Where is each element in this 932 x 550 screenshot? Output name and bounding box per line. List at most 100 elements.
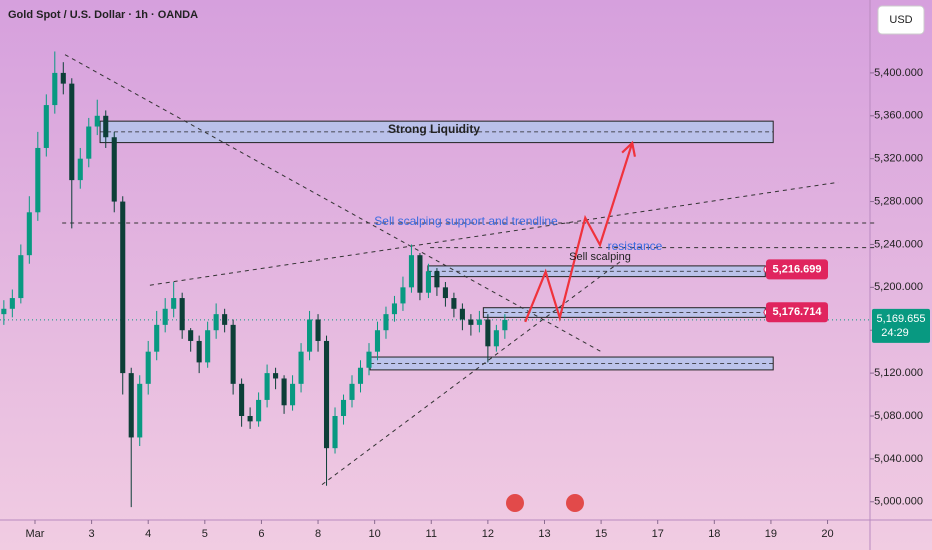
candle-body [111,137,117,202]
chart-title: Gold Spot / U.S. Dollar · 1h · OANDA [8,9,198,21]
candle-body [213,314,219,331]
candle-body [451,298,457,309]
candle-body [468,319,474,325]
x-tick-label: 20 [821,528,833,540]
candle-body [298,351,304,384]
x-tick-label: 12 [482,528,494,540]
event-icon[interactable] [506,494,524,512]
currency-button[interactable] [877,5,925,35]
candle-body [1,308,7,315]
trendline [321,261,621,486]
candle-body [256,399,262,422]
candle-body [417,255,423,293]
candle-body [493,330,499,347]
candle-body [476,319,482,325]
x-tick-label: Mar [26,528,45,540]
candle-body [52,72,58,106]
x-tick-label: 11 [426,528,437,540]
candle-body [290,383,296,406]
annotation: Sell scalping support and trendline [374,214,558,228]
price-label: 5,216.699 [773,263,822,275]
annotation: resistance [608,239,663,253]
candle-body [315,319,321,341]
candle-body [60,72,66,84]
candle-body [188,330,194,341]
candle-body [307,319,313,352]
plot: 5,000.000 5,040.000 5,080.000 5,120.000 5,16… [0,51,923,540]
candle-body [400,287,406,304]
x-tick-label: 10 [369,528,381,540]
y-tick-label: 5,320.000 [874,153,923,165]
candle-body [171,298,177,309]
price-label-box [766,259,828,280]
candle-body [77,158,83,181]
candle-body [222,314,228,325]
candle-body [18,255,24,299]
x-tick-label: 4 [145,528,151,540]
candle-body [434,271,440,288]
trendline [64,54,602,353]
candle-body [442,287,448,299]
candle-body [179,298,185,331]
candle-body [9,298,15,309]
candle-body [247,416,253,422]
candle-body [323,340,330,449]
candle-body [408,255,414,288]
x-tick-label: 5 [202,528,208,540]
last-price-box [872,308,930,343]
candle-body [35,147,41,213]
annotation: Strong Liquidity [388,122,480,136]
y-tick-label: 5,120.000 [874,367,923,379]
candle-body [230,324,236,384]
candle-body [239,383,245,416]
candle-body [459,308,465,320]
candle-body [86,126,92,159]
y-tick-label: 5,240.000 [874,238,923,250]
y-tick-label: 5,360.000 [874,110,923,122]
candle-body [273,373,279,379]
candle-body [128,373,134,438]
candle-body [103,115,109,138]
x-tick-label: 6 [258,528,264,540]
candle-body [137,383,143,438]
zone [369,356,774,371]
candle-body [485,319,491,347]
x-tick-label: 13 [538,528,550,540]
candle-body [162,308,168,325]
y-tick-label: 5,000.000 [874,496,923,508]
candle-body [94,115,100,127]
candle-body [120,201,126,374]
countdown: 24:29 [881,327,909,339]
x-tick-label: 19 [765,528,777,540]
y-tick-label: 5,200.000 [874,281,923,293]
candle-body [332,416,338,449]
candle-body [374,330,381,352]
candle-body [425,271,431,293]
candle-body [26,212,32,256]
candle-body [205,330,211,363]
candle-body [502,319,508,331]
arrow-head [621,140,637,157]
last-price-label: 5,169.655 [877,313,926,325]
candle-body [340,399,347,416]
x-tick-label: 15 [595,528,607,540]
y-tick-label: 5,040.000 [874,453,923,465]
candle-body [391,303,398,315]
event-icon[interactable] [566,494,584,512]
y-tick-label: 5,080.000 [874,410,923,422]
x-tick-label: 8 [315,528,321,540]
candle-body [357,367,364,384]
candle-body [196,340,202,363]
x-tick-label: 3 [89,528,95,540]
price-label-box [766,302,828,323]
candle-body [145,351,151,384]
y-tick-label: 5,280.000 [874,195,923,207]
candle-body [264,373,270,400]
candle-body [69,83,75,181]
candle-body [349,383,355,400]
x-tick-label: 17 [652,528,664,540]
x-tick-label: 18 [708,528,720,540]
projection-arrow [524,142,634,323]
currency[interactable]: USD [889,14,912,26]
